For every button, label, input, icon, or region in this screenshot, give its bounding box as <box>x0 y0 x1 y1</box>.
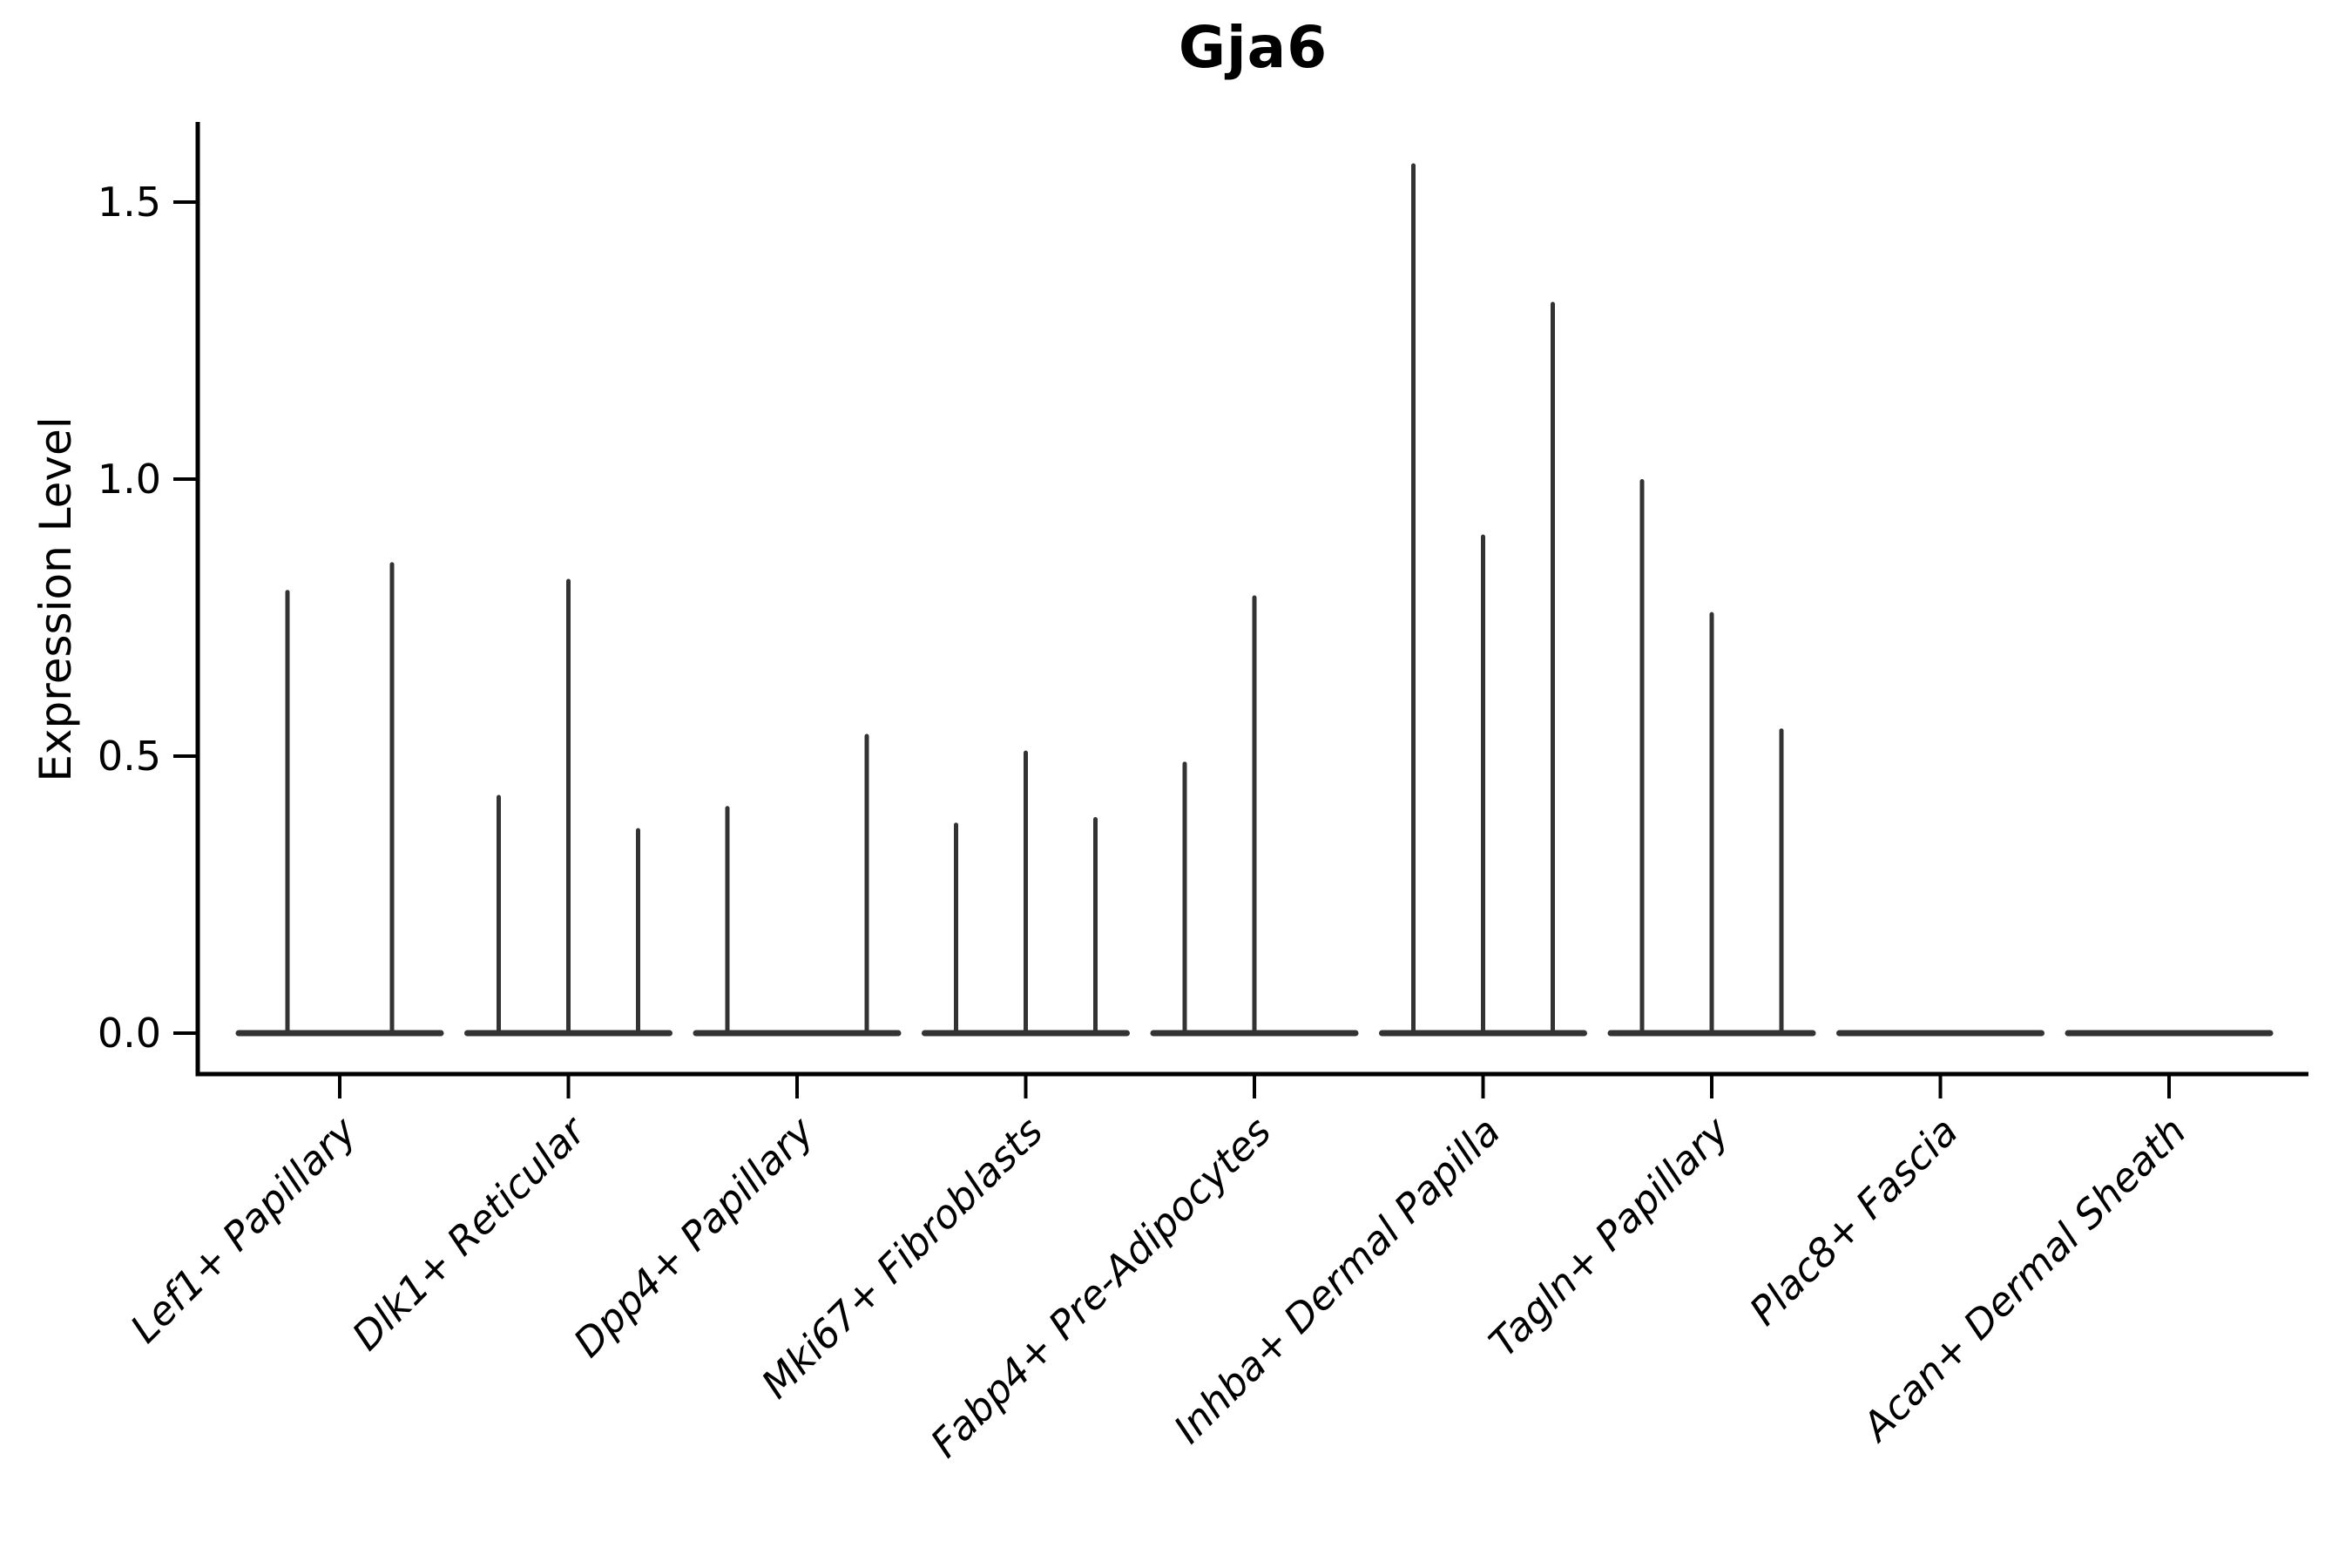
y-axis-label: Expression Level <box>30 416 81 782</box>
y-tick-label-0-5: 0.5 <box>97 733 161 780</box>
y-tick-label-1-0: 1.0 <box>97 456 161 503</box>
y-tick-label-0-0: 0.0 <box>97 1010 161 1057</box>
chart-title: Gja6 <box>1178 14 1328 81</box>
y-tick-label-1-5: 1.5 <box>97 179 161 226</box>
